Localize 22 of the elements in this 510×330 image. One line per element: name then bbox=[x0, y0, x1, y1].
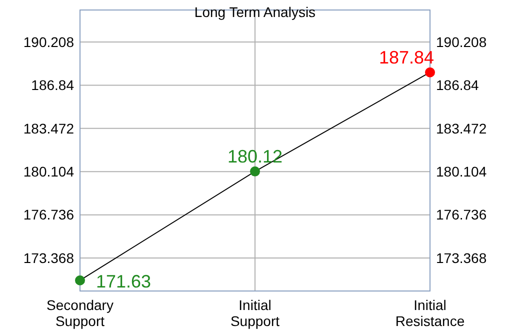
point bbox=[250, 166, 260, 176]
y2-tick-label: 183.472 bbox=[436, 120, 487, 136]
y-tick-label: 180.104 bbox=[23, 164, 74, 180]
x-tick-label: Secondary Support bbox=[46, 297, 114, 329]
x-tick-label: Initial Resistance bbox=[395, 297, 465, 329]
y-tick-label: 183.472 bbox=[23, 120, 74, 136]
y2-tick-label: 173.368 bbox=[436, 250, 487, 266]
y2-tick-label: 190.208 bbox=[436, 34, 487, 50]
y2-tick-label: 176.736 bbox=[436, 206, 487, 223]
point bbox=[425, 67, 435, 78]
y-tick-label: 173.368 bbox=[23, 250, 74, 266]
x-tick-label: Initial Support bbox=[230, 297, 280, 329]
point bbox=[75, 275, 85, 286]
y-tick-label: 190.208 bbox=[23, 34, 74, 50]
data-label: 180.12 bbox=[227, 146, 283, 166]
y-tick-label: 176.736 bbox=[23, 206, 74, 223]
y2-tick-label: 186.84 bbox=[436, 77, 480, 94]
data-label: 171.63 bbox=[96, 271, 152, 292]
y-tick-label: 186.84 bbox=[31, 77, 74, 94]
data-label: 187.84 bbox=[378, 47, 434, 68]
y2-tick-label: 180.104 bbox=[436, 164, 487, 180]
chart-title: Long Term Analysis bbox=[194, 4, 316, 20]
